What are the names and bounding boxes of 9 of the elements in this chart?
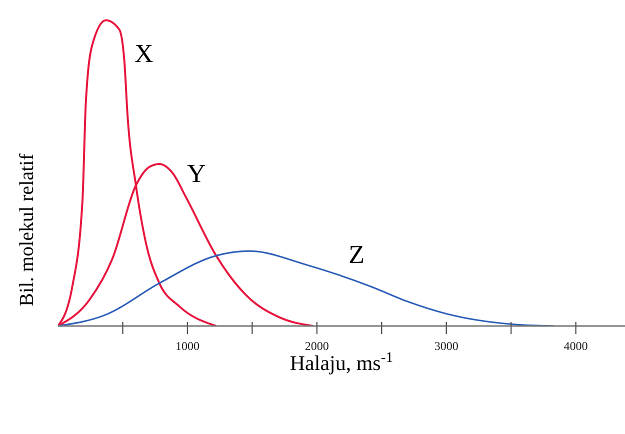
x-tick-label: 4000 xyxy=(564,339,588,353)
y-axis-title: Bil. molekul relatif xyxy=(16,153,38,306)
x-tick-label: 2000 xyxy=(304,339,329,353)
series-label: Y xyxy=(186,158,206,188)
series-label: X xyxy=(134,39,154,68)
x-axis-title: Halaju, ms$^{-1}$ xyxy=(290,350,394,375)
series-label: Z xyxy=(348,240,365,270)
x-tick-label: 3000 xyxy=(434,339,458,353)
x-tick-label: 1000 xyxy=(175,339,200,353)
